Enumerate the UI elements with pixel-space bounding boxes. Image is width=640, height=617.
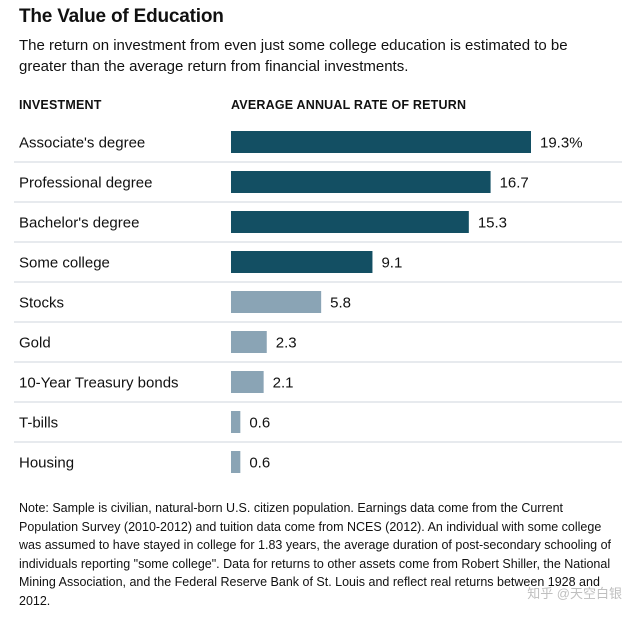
bar: [231, 131, 531, 153]
chart-title: The Value of Education: [19, 6, 224, 27]
value-label: 19.3%: [540, 135, 583, 152]
category-label: Housing: [19, 455, 74, 472]
bar: [231, 411, 241, 433]
category-label: Bachelor's degree: [19, 215, 139, 232]
category-label: Associate's degree: [19, 135, 145, 152]
bar: [231, 331, 267, 353]
bar: [231, 371, 264, 393]
category-label: Professional degree: [19, 175, 152, 192]
bar: [231, 251, 373, 273]
value-label: 0.6: [249, 415, 270, 432]
value-label: 16.7: [500, 175, 529, 192]
bar: [231, 171, 491, 193]
bar: [231, 451, 241, 473]
chart-subtitle: The return on investment from even just …: [19, 37, 568, 75]
value-label: 0.6: [249, 455, 270, 472]
value-label: 2.1: [273, 375, 294, 392]
value-label: 5.8: [330, 295, 351, 312]
column-header-investment: INVESTMENT: [19, 98, 102, 112]
value-label: 9.1: [381, 255, 402, 272]
column-header-rate: AVERAGE ANNUAL RATE OF RETURN: [231, 98, 467, 112]
bar: [231, 211, 469, 233]
category-label: 10-Year Treasury bonds: [19, 375, 179, 392]
value-label: 15.3: [478, 215, 507, 232]
category-label: T-bills: [19, 415, 58, 432]
category-label: Gold: [19, 335, 51, 352]
value-label: 2.3: [276, 335, 297, 352]
category-label: Some college: [19, 255, 110, 272]
bar-chart: Associate's degree 19.3% Professional degr…: [14, 131, 622, 473]
category-label: Stocks: [19, 295, 64, 312]
footnote: Note: Sample is civilian, natural-born U…: [19, 501, 612, 608]
bar: [231, 291, 322, 313]
watermark: 知乎 @天空白银: [527, 586, 622, 601]
